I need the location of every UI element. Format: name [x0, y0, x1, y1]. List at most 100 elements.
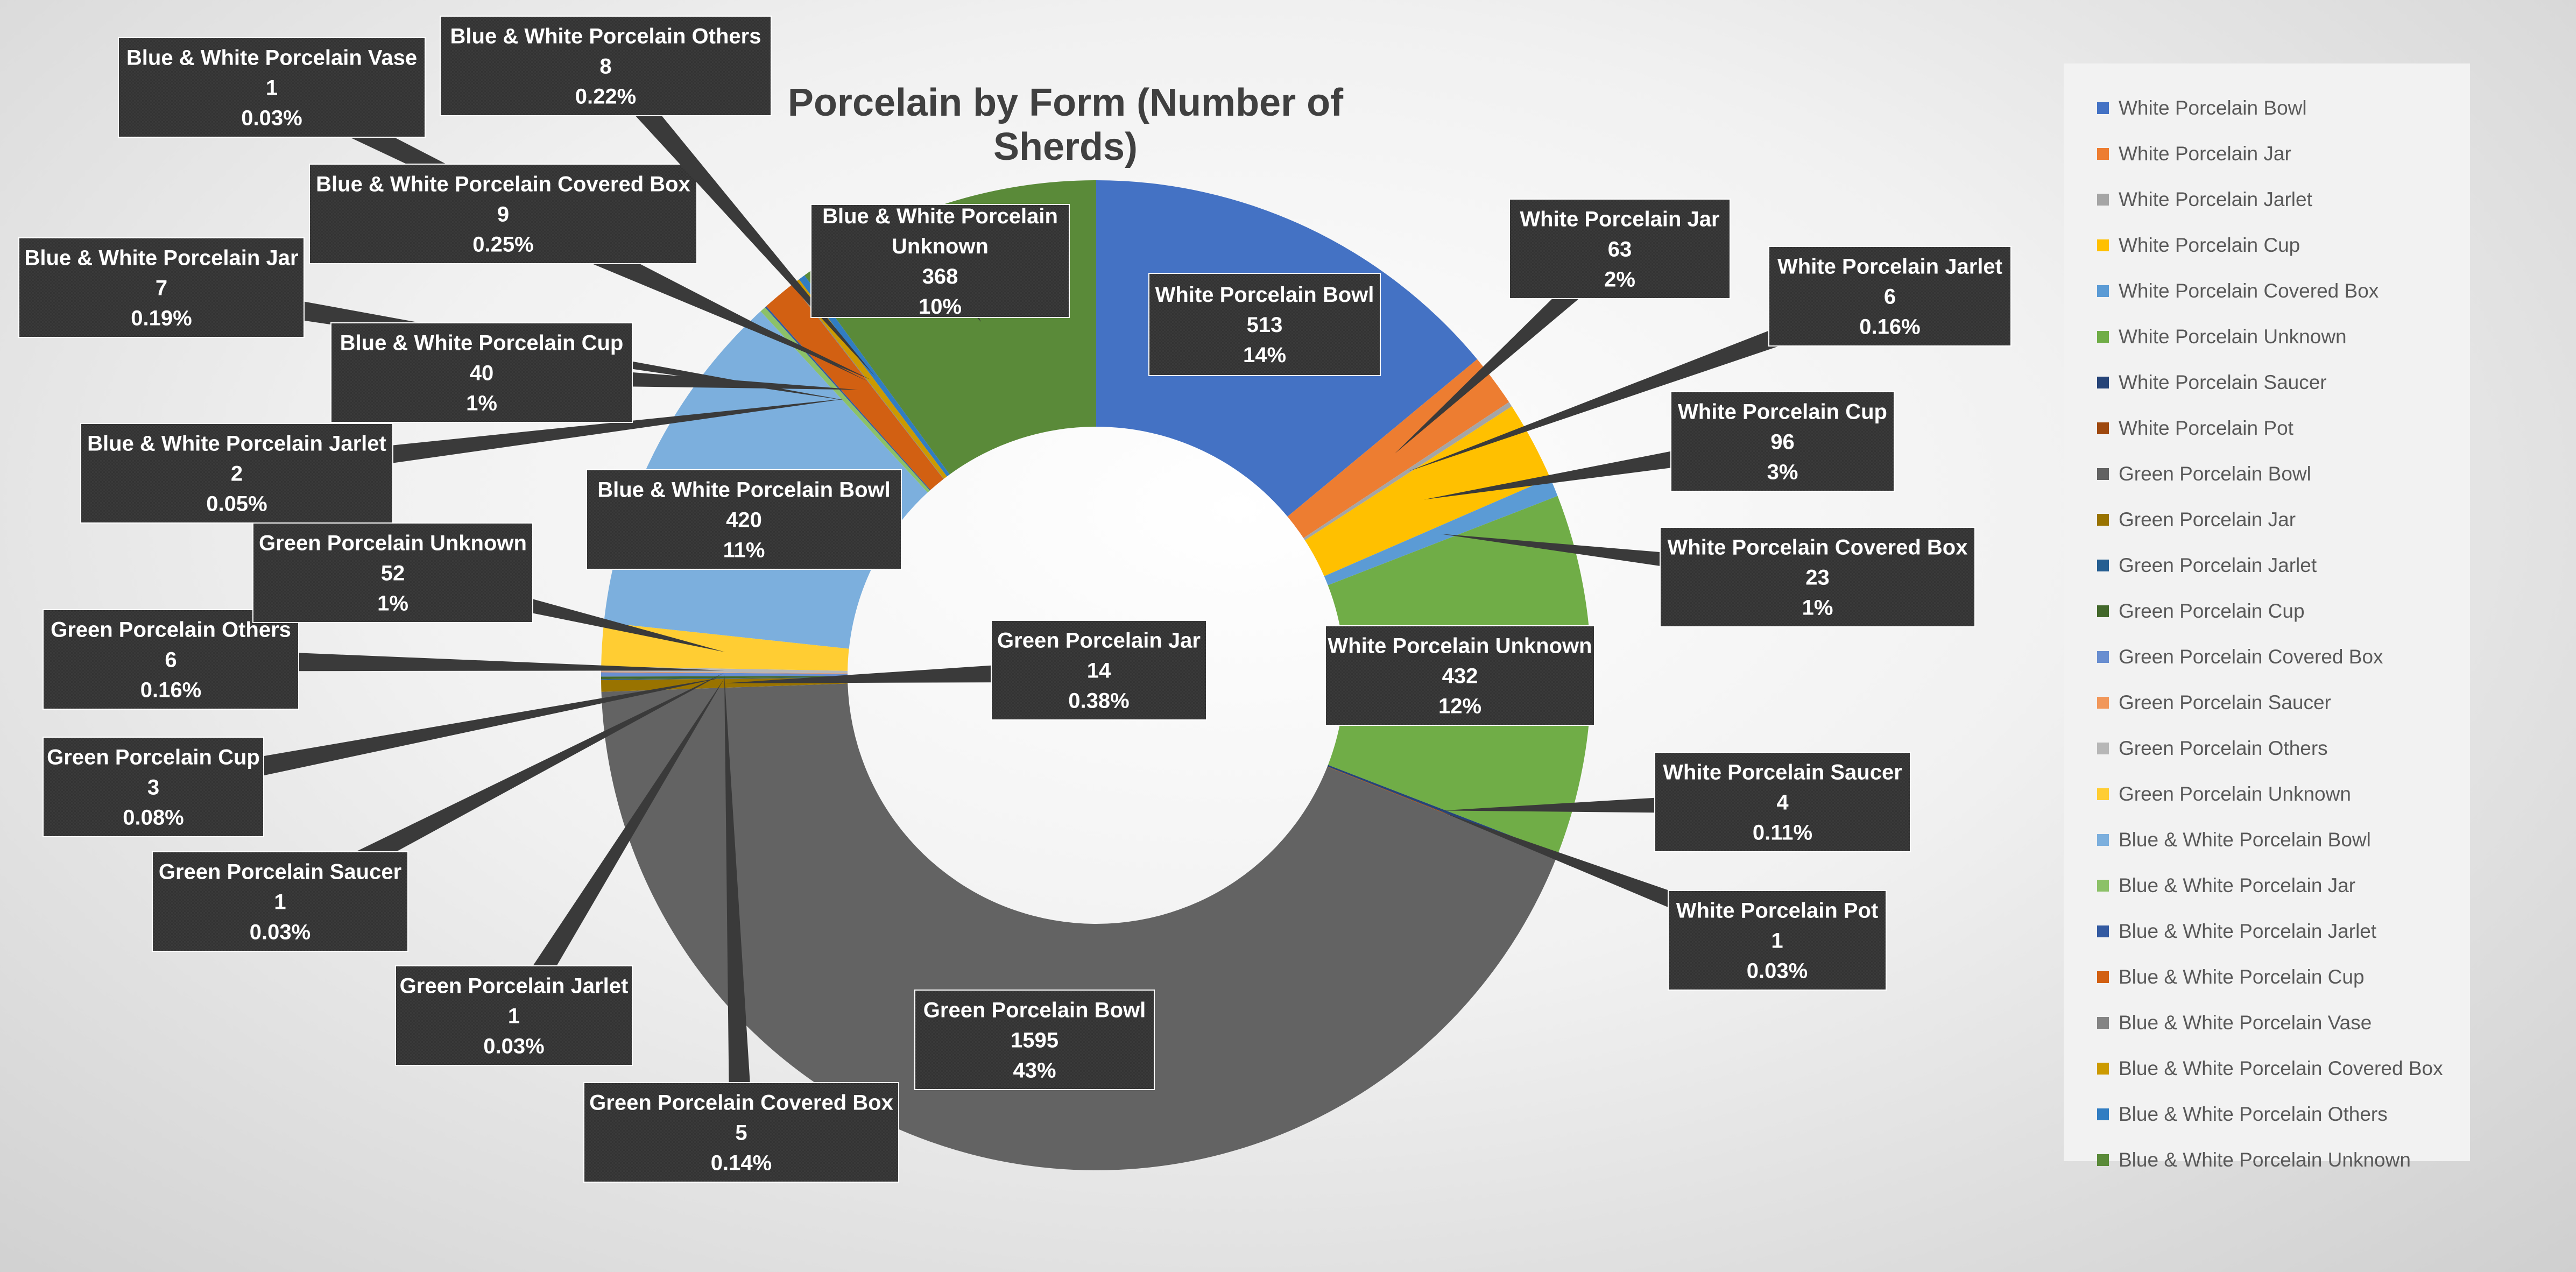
- data-label-name: Green Porcelain Bowl: [923, 999, 1146, 1022]
- legend-item-blue-and-white-porcelain-others: Blue & White Porcelain Others: [2064, 1091, 2470, 1137]
- legend-item-blue-and-white-porcelain-unknown: Blue & White Porcelain Unknown: [2064, 1137, 2470, 1183]
- data-label-value: 8: [599, 55, 611, 79]
- legend-item-blue-and-white-porcelain-jarlet: Blue & White Porcelain Jarlet: [2064, 908, 2470, 954]
- legend-label: Green Porcelain Jarlet: [2119, 554, 2317, 576]
- legend-swatch: [2097, 925, 2109, 937]
- legend-swatch: [2097, 102, 2109, 114]
- data-label-value: 52: [381, 562, 405, 585]
- data-label-value: 3: [147, 776, 159, 800]
- data-label-value: 432: [1442, 665, 1478, 688]
- legend-label: White Porcelain Covered Box: [2119, 279, 2379, 302]
- legend-item-blue-and-white-porcelain-bowl: Blue & White Porcelain Bowl: [2064, 817, 2470, 863]
- legend-item-white-porcelain-bowl: White Porcelain Bowl: [2064, 85, 2470, 131]
- data-label-name: White Porcelain Bowl: [1155, 283, 1374, 307]
- legend: White Porcelain Bowl White Porcelain Jar W…: [2064, 63, 2470, 1171]
- data-label-value: 96: [1770, 430, 1795, 454]
- legend-label: Blue & White Porcelain Vase: [2119, 1011, 2372, 1034]
- legend-swatch: [2097, 285, 2109, 297]
- data-label-value: 2: [231, 462, 243, 486]
- data-label-value: 1: [508, 1005, 520, 1028]
- slice-blue-and-white-porcelain-vase: [792, 284, 944, 479]
- data-label-percent: 10%: [919, 295, 962, 319]
- chart-title: Porcelain by Form (Number of Sherds): [787, 81, 1344, 168]
- legend-label: Green Porcelain Jar: [2119, 508, 2296, 531]
- data-label-box: [586, 469, 902, 570]
- legend-swatch: [2097, 605, 2109, 617]
- data-label-name: Blue & White Porcelain Vase: [126, 46, 417, 70]
- legend-item-green-porcelain-jarlet: Green Porcelain Jarlet: [2064, 542, 2470, 588]
- data-label-blue-and-white-porcelain-others: Blue & White Porcelain Others 8 0.22%: [440, 16, 772, 116]
- data-label-box: [1668, 890, 1887, 991]
- legend-label: White Porcelain Saucer: [2119, 371, 2327, 393]
- data-label-box: [810, 204, 1070, 318]
- legend-label: Green Porcelain Unknown: [2119, 782, 2351, 805]
- data-label-box: [252, 522, 533, 623]
- legend-item-blue-and-white-porcelain-covered-box: Blue & White Porcelain Covered Box: [2064, 1045, 2470, 1091]
- data-label-name: Blue & White Porcelain Bowl: [597, 478, 891, 502]
- data-label-percent: 14%: [1243, 343, 1286, 367]
- data-label-box: [1509, 199, 1731, 299]
- data-label-value: 7: [156, 277, 167, 300]
- data-label-percent: 0.38%: [1068, 689, 1129, 713]
- data-label-box: [991, 620, 1207, 720]
- data-label-value: 14: [1087, 659, 1111, 683]
- callout-leader-blue-and-white-porcelain-others: [596, 58, 876, 377]
- data-label-percent: 43%: [1013, 1059, 1056, 1083]
- data-label-value: 6: [165, 648, 177, 672]
- slice-green-porcelain-bowl: [601, 683, 1557, 1170]
- legend-label: White Porcelain Bowl: [2119, 96, 2307, 119]
- data-label-value: 40: [470, 362, 494, 385]
- data-label-box: [330, 322, 633, 423]
- data-label-box: [118, 37, 426, 138]
- data-label-blue-and-white-porcelain-unknown: Blue & White Porcelain Unknown 368 10%: [810, 204, 1070, 319]
- data-label-value: 6: [1884, 285, 1896, 309]
- data-label-percent: 0.05%: [206, 492, 267, 516]
- legend-label: White Porcelain Cup: [2119, 234, 2300, 256]
- data-label-name: White Porcelain Jar: [1520, 208, 1719, 231]
- data-label-value: 368: [922, 265, 958, 288]
- legend-label: Green Porcelain Cup: [2119, 599, 2305, 622]
- data-label-green-porcelain-jar: Green Porcelain Jar 14 0.38%: [991, 620, 1207, 720]
- data-label-value: 63: [1608, 238, 1632, 262]
- legend-label: Blue & White Porcelain Jar: [2119, 874, 2356, 896]
- data-label-name: Green Porcelain Saucer: [159, 860, 401, 884]
- data-label-box: [18, 237, 305, 338]
- data-label-value: 1: [274, 891, 286, 914]
- data-label-box: [152, 851, 408, 952]
- data-label-name: White Porcelain Cup: [1678, 400, 1887, 424]
- callout-leader-green-porcelain-jarlet: [504, 678, 725, 1022]
- data-label-green-porcelain-jarlet: Green Porcelain Jarlet 1 0.03%: [395, 965, 633, 1066]
- data-label-name: Green Porcelain Jarlet: [400, 974, 629, 998]
- slice-green-porcelain-unknown: [601, 622, 849, 671]
- legend-label: Green Porcelain Saucer: [2119, 691, 2331, 713]
- data-label-green-porcelain-cup: Green Porcelain Cup 3 0.08%: [43, 737, 264, 837]
- data-label-white-porcelain-unknown: White Porcelain Unknown 432 12%: [1325, 625, 1595, 726]
- data-label-percent: 0.25%: [472, 233, 533, 257]
- legend-item-white-porcelain-jar: White Porcelain Jar: [2064, 131, 2470, 176]
- data-label-percent: 0.03%: [241, 107, 302, 130]
- data-label-white-porcelain-jar: White Porcelain Jar 63 2%: [1509, 199, 1731, 299]
- data-label-value: 23: [1805, 566, 1830, 590]
- legend-swatch: [2097, 422, 2109, 434]
- data-label-name: Blue & White Porcelain Others: [450, 25, 761, 48]
- slice-green-porcelain-jarlet: [601, 677, 848, 680]
- slice-green-porcelain-saucer: [601, 671, 848, 674]
- legend-item-white-porcelain-unknown: White Porcelain Unknown: [2064, 314, 2470, 359]
- data-label-percent: 1%: [377, 592, 408, 616]
- data-label-blue-and-white-porcelain-bowl: Blue & White Porcelain Bowl 420 11%: [586, 469, 902, 570]
- legend-item-green-porcelain-bowl: Green Porcelain Bowl: [2064, 451, 2470, 497]
- legend-swatch: [2097, 879, 2109, 892]
- legend-label: Blue & White Porcelain Bowl: [2119, 828, 2371, 851]
- data-label-box: [1670, 391, 1895, 492]
- legend-item-green-porcelain-others: Green Porcelain Others: [2064, 725, 2470, 771]
- callout-leader-green-porcelain-others: [171, 647, 725, 672]
- legend-swatch: [2097, 971, 2109, 983]
- data-label-blue-and-white-porcelain-vase: Blue & White Porcelain Vase 1 0.03%: [118, 37, 426, 138]
- data-label-box: [914, 990, 1155, 1090]
- data-label-value: 1: [266, 76, 278, 100]
- legend-label: Green Porcelain Others: [2119, 737, 2328, 759]
- data-label-name: White Porcelain Unknown: [1328, 634, 1592, 658]
- legend-label: White Porcelain Pot: [2119, 416, 2293, 439]
- data-label-value: 513: [1247, 313, 1283, 337]
